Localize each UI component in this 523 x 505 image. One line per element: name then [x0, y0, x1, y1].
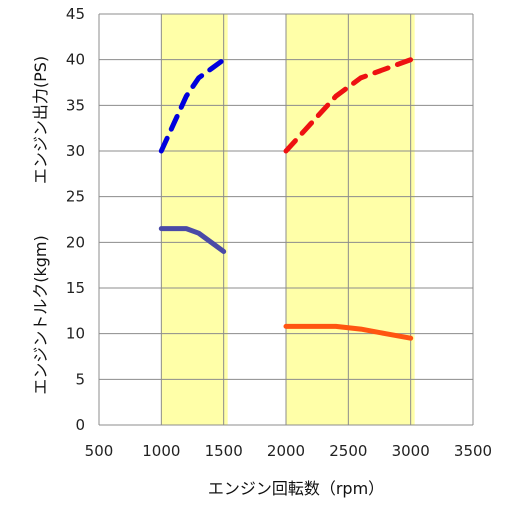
- y-axis-label-torque: エンジントルク(kgm): [31, 235, 50, 395]
- y-tick-label: 15: [66, 279, 85, 297]
- shaded-region-1: [286, 14, 415, 425]
- y-tick-label: 35: [66, 96, 85, 114]
- y-tick-label: 10: [66, 325, 85, 343]
- tick-labels: 0 5 10 15 20 25 30 35 40 45 500 1000 1500 2000 2500 300…: [66, 5, 492, 460]
- x-axis-label: エンジン回転数（rpm）: [208, 479, 384, 498]
- grid: [98, 13, 474, 426]
- y-tick-label: 5: [75, 370, 85, 388]
- x-tick-label: 1500: [205, 442, 243, 460]
- series-line-1: [158, 226, 227, 254]
- y-tick-label: 40: [66, 51, 85, 69]
- y-axis-label-power: エンジン出力(PS): [31, 56, 50, 184]
- series-lines: [158, 57, 414, 341]
- x-tick-label: 3000: [392, 442, 430, 460]
- series-line-3: [283, 323, 414, 341]
- y-tick-label: 0: [75, 416, 85, 434]
- y-tick-label: 25: [66, 188, 85, 206]
- shaded-region-0: [161, 14, 228, 425]
- y-tick-label: 45: [66, 5, 85, 23]
- series-line-2: [283, 57, 414, 154]
- x-tick-label: 2000: [267, 442, 305, 460]
- y-tick-label: 20: [66, 233, 85, 251]
- x-tick-label: 1000: [142, 442, 180, 460]
- y-tick-label: 30: [66, 142, 85, 160]
- x-tick-label: 2500: [329, 442, 367, 460]
- series-line-0: [158, 57, 227, 154]
- x-tick-label: 3500: [454, 442, 492, 460]
- x-tick-label: 500: [85, 442, 114, 460]
